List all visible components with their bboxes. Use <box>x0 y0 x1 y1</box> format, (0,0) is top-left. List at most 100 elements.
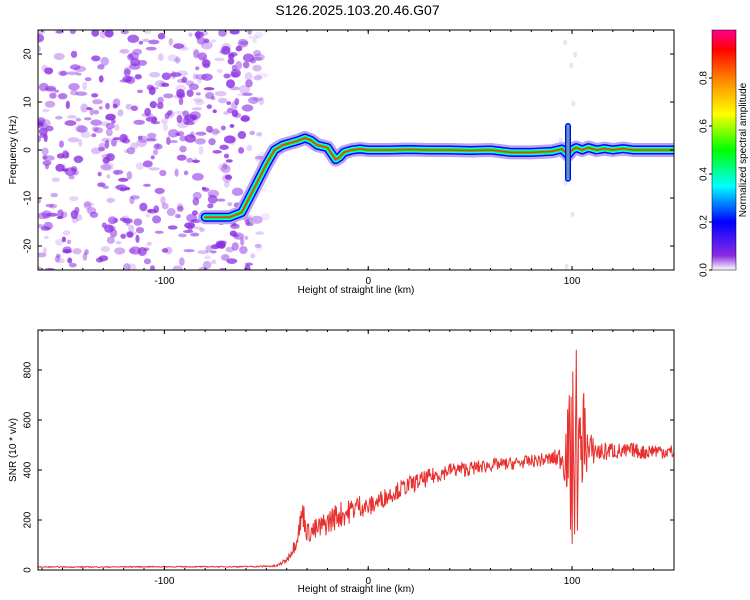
noise-speckle <box>153 143 163 150</box>
noise-speckle <box>82 81 88 91</box>
noise-speckle <box>175 213 182 219</box>
noise-speckle <box>160 118 168 125</box>
heatmap-y-axis-label: Frequency (Hz) <box>8 116 19 185</box>
snr-y-ticks: 0 200 400 600 800 <box>23 361 674 573</box>
noise-speckle <box>130 195 140 200</box>
noise-speckle <box>114 185 124 190</box>
noise-speckle <box>164 112 170 120</box>
noise-speckle <box>91 93 99 98</box>
noise-speckle <box>166 136 171 146</box>
noise-speckle <box>178 97 184 106</box>
noise-speckle <box>137 59 148 66</box>
noise-speckle <box>192 173 204 181</box>
noise-speckle <box>249 130 256 136</box>
signal-trace-band-4 <box>204 137 674 218</box>
noise-speckle <box>119 133 128 143</box>
noise-speckle <box>144 107 151 117</box>
noise-speckle <box>56 216 64 220</box>
noise-speckle <box>58 140 64 148</box>
noise-speckle <box>55 253 61 259</box>
noise-speckle <box>129 63 141 70</box>
noise-speckle <box>82 252 88 261</box>
noise-speckle <box>141 38 150 43</box>
noise-speckle <box>119 217 127 222</box>
noise-speckle <box>222 173 232 183</box>
noise-speckle <box>198 266 209 270</box>
noise-speckle <box>558 137 563 144</box>
noise-speckle <box>125 103 133 110</box>
noise-speckle <box>120 233 127 239</box>
noise-speckle <box>62 230 71 236</box>
noise-speckle <box>201 186 206 190</box>
noise-speckle <box>571 100 576 107</box>
noise-speckle <box>154 230 164 234</box>
noise-speckle <box>40 119 51 128</box>
noise-speckle <box>231 71 240 78</box>
noise-speckle <box>117 109 124 117</box>
noise-speckle <box>97 182 106 188</box>
noise-speckle <box>91 55 101 62</box>
noise-speckle <box>245 222 254 227</box>
noise-speckle <box>44 67 54 75</box>
noise-speckle <box>126 171 133 180</box>
noise-speckle <box>167 54 178 62</box>
noise-speckle <box>226 258 238 264</box>
noise-speckle <box>112 169 124 175</box>
noise-speckle <box>127 263 137 270</box>
noise-speckle <box>248 96 259 104</box>
noise-speckle <box>51 177 60 183</box>
snr-y-axis-label: SNR (10 * v/v) <box>8 418 19 482</box>
snr-y-tick-label: 200 <box>23 511 34 528</box>
noise-speckle <box>227 51 235 59</box>
noise-speckle <box>129 246 142 255</box>
noise-speckle <box>227 53 235 59</box>
noise-speckle <box>217 97 228 104</box>
noise-speckle <box>194 138 206 145</box>
noise-speckle <box>252 38 257 44</box>
snr-y-tick-label: 800 <box>23 361 34 378</box>
noise-speckle <box>197 250 209 255</box>
noise-speckle <box>170 72 182 78</box>
noise-speckle <box>44 235 49 240</box>
noise-speckle <box>154 187 165 195</box>
noise-speckle <box>75 124 87 133</box>
noise-speckle <box>55 257 65 264</box>
noise-speckle <box>143 258 152 265</box>
noise-speckle <box>182 110 190 118</box>
noise-speckle <box>253 53 265 61</box>
noise-speckle <box>223 181 230 188</box>
noise-speckle <box>129 196 135 205</box>
noise-speckle <box>135 162 145 171</box>
noise-speckle <box>186 113 199 123</box>
noise-speckle <box>50 192 59 198</box>
noise-speckle <box>214 57 225 62</box>
noise-speckle <box>67 257 73 264</box>
noise-speckle <box>84 249 89 255</box>
noise-speckle <box>247 35 260 40</box>
colorbar-ticks: 0.0 0.2 0.4 0.6 0.8 <box>699 71 712 277</box>
noise-speckle <box>239 85 251 94</box>
noise-speckle <box>237 93 246 97</box>
noise-speckle <box>186 89 194 97</box>
noise-speckle <box>61 168 69 172</box>
noise-speckle <box>68 195 79 202</box>
noise-speckle <box>72 248 82 255</box>
noise-speckle <box>111 118 116 124</box>
noise-speckle <box>135 234 140 244</box>
noise-speckle <box>102 157 110 164</box>
noise-speckle <box>255 244 264 253</box>
noise-speckle <box>105 122 115 130</box>
noise-speckle <box>256 72 269 79</box>
heatmap-y-tick-label: 0 <box>23 147 34 153</box>
noise-speckle <box>92 99 103 105</box>
noise-speckle <box>76 125 88 133</box>
noise-speckle <box>123 68 131 77</box>
noise-speckle <box>250 253 256 259</box>
noise-speckle <box>214 91 227 97</box>
noise-speckle <box>201 59 211 68</box>
noise-speckle <box>104 139 110 149</box>
snr-series-line <box>38 349 674 569</box>
noise-speckle <box>53 52 65 61</box>
noise-speckle <box>126 231 134 238</box>
